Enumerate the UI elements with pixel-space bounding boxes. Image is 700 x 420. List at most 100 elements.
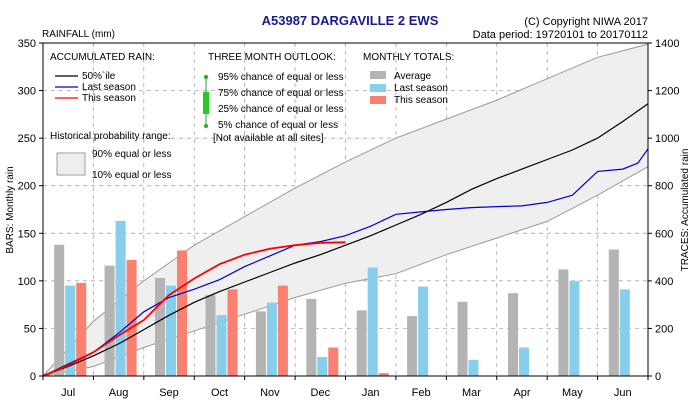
x-tick-label: Aug — [109, 387, 129, 399]
legend-outlook-5: 5% chance of equal or less — [218, 120, 338, 131]
bar-last-season — [619, 289, 630, 376]
y-left-tick-label: 150 — [18, 228, 36, 240]
y-right-tick-label: 1200 — [655, 86, 679, 98]
trace-this-season — [42, 241, 346, 377]
bar-last-season — [65, 285, 76, 376]
y-right-tick-label: 800 — [655, 181, 673, 193]
bar-average — [558, 269, 569, 376]
legend-monthly: MONTHLY TOTALS: Average Last season This… — [363, 52, 454, 106]
legend-last-season-bar-label: Last season — [394, 83, 448, 94]
y-right-tick-label: 600 — [655, 228, 673, 240]
trace-50ile — [42, 103, 649, 377]
legend-monthly-title: MONTHLY TOTALS: — [363, 52, 454, 63]
x-tick-label: Oct — [211, 387, 228, 399]
legend-this-season-label: This season — [82, 93, 136, 104]
legend-this-season-bar-swatch — [370, 96, 386, 104]
y-left-tick-label: 0 — [30, 371, 36, 383]
bar-average — [104, 265, 115, 376]
y-left-axis-label: BARS: Monthly rain — [5, 166, 16, 253]
legend-last-season-bar-swatch — [370, 84, 386, 92]
data-period-text: Data period: 19720101 to 20170112 — [473, 29, 648, 41]
legend-outlook: THREE MONTH OUTLOOK: 95% chance of equal… — [203, 52, 344, 144]
x-tick-label: Nov — [260, 387, 280, 399]
bar-last-season — [216, 315, 227, 376]
copyright-text: (C) Copyright NIWA 2017 — [524, 16, 648, 28]
legend-outlook-25: 25% chance of equal or less — [218, 104, 344, 115]
probability-band-lower — [42, 166, 649, 377]
bar-average — [457, 301, 468, 376]
x-tick-label: Mar — [462, 387, 481, 399]
legend-range-title: Historical probability range: — [50, 131, 171, 142]
bar-average — [608, 249, 619, 376]
bar-last-season — [569, 280, 580, 376]
legend-accumulated-title: ACCUMULATED RAIN: — [50, 52, 155, 63]
y-right-tick-label: 200 — [655, 323, 673, 335]
bar-average — [508, 293, 518, 376]
trace-last-season — [42, 148, 649, 377]
bar-last-season — [115, 220, 126, 376]
bar-this-season — [378, 373, 389, 376]
bar-average — [155, 278, 165, 376]
y-right-axis-label: TRACES: Accumulated rain — [680, 149, 691, 272]
rainfall-label: RAINFALL (mm) — [42, 29, 115, 40]
legend-average-label: Average — [394, 71, 432, 82]
x-tick-label: Jun — [614, 387, 632, 399]
accumulated-traces — [42, 103, 649, 377]
bar-average — [356, 310, 367, 376]
legend-outlook-95: 95% chance of equal or less — [218, 72, 344, 83]
bar-this-season — [328, 347, 339, 376]
legend-last-season-label: Last season — [82, 82, 136, 93]
probability-band — [42, 43, 649, 377]
outlook-box — [203, 92, 209, 114]
bar-last-season — [519, 347, 529, 376]
bar-this-season — [126, 259, 137, 376]
x-tick-label: May — [562, 387, 583, 399]
legend-outlook-title: THREE MONTH OUTLOOK: — [208, 52, 336, 63]
y-axis-left: 0 50 100 150 200 250 300 350 — [18, 38, 43, 383]
legend-outlook-75: 75% chance of equal or less — [218, 88, 344, 99]
x-tick-label: Feb — [412, 387, 431, 399]
bar-this-season — [76, 282, 87, 376]
legend-outlook-note: [Not available at all sites] — [213, 133, 324, 144]
outlook-dot-95 — [204, 75, 208, 79]
y-left-tick-label: 250 — [18, 133, 36, 145]
y-axis-right: 0 200 400 600 800 1000 1200 1400 — [648, 38, 679, 383]
bar-last-season — [317, 357, 328, 376]
bar-last-season — [367, 267, 378, 376]
x-tick-label: Dec — [311, 387, 331, 399]
bar-this-season — [227, 289, 238, 376]
x-tick-label: Apr — [513, 387, 530, 399]
y-right-tick-label: 1400 — [655, 38, 679, 50]
bar-this-season — [277, 285, 288, 376]
bar-last-season — [468, 359, 479, 376]
bar-last-season — [166, 285, 176, 376]
bar-this-season — [177, 250, 187, 376]
y-right-tick-label: 400 — [655, 276, 673, 288]
legend-range-swatch — [56, 152, 86, 176]
legend-range-10-label: 10% equal or less — [92, 170, 172, 181]
probability-band-area — [43, 44, 648, 376]
bar-average — [54, 244, 65, 376]
bar-last-season — [418, 286, 429, 376]
x-tick-label: Jan — [362, 387, 380, 399]
x-tick-label: Jul — [61, 387, 75, 399]
legend-50ile-label: 50%`ile — [82, 70, 116, 82]
x-axis: Jul Aug Sep Oct Nov Dec Jan Feb Mar Apr May Jun — [42, 376, 649, 399]
y-left-tick-label: 200 — [18, 181, 36, 193]
legend-range: Historical probability range: 90% equal … — [50, 131, 172, 181]
bar-average — [205, 295, 216, 376]
bar-average — [306, 298, 317, 376]
outlook-dot-5 — [204, 124, 208, 128]
y-left-tick-label: 50 — [24, 323, 36, 335]
y-left-tick-label: 300 — [18, 86, 36, 98]
y-left-tick-label: 100 — [18, 276, 36, 288]
monthly-bars — [54, 220, 630, 376]
legend-range-90-label: 90% equal or less — [92, 149, 172, 160]
bar-average — [407, 316, 418, 376]
x-tick-label: Sep — [159, 387, 179, 399]
y-right-tick-label: 0 — [655, 371, 661, 383]
y-left-tick-label: 350 — [18, 38, 36, 50]
station-title: A53987 DARGAVILLE 2 EWS — [262, 13, 439, 28]
